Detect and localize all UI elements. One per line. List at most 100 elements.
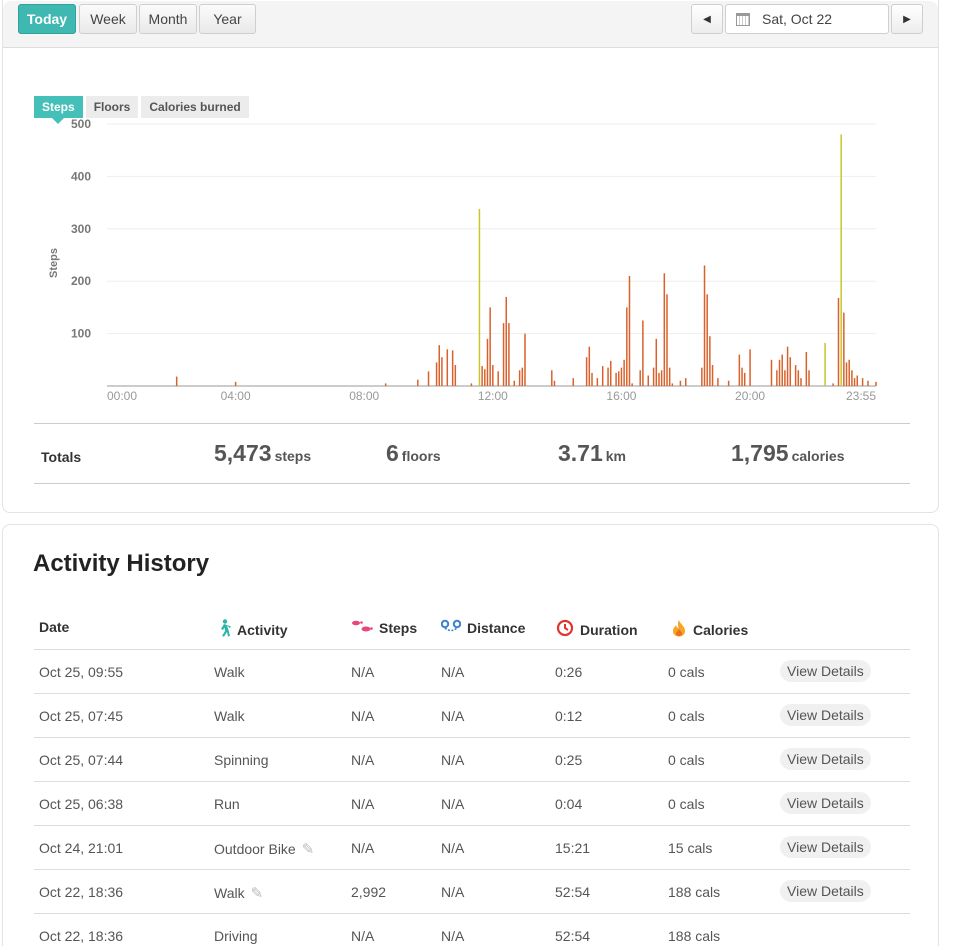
row-date: Oct 22, 18:36 — [39, 928, 123, 944]
view-details-button[interactable]: View Details — [780, 880, 871, 902]
view-details-button[interactable]: View Details — [780, 748, 871, 770]
chart-bar — [521, 367, 524, 386]
row-duration-text: 0:25 — [555, 752, 583, 768]
chart-bar — [435, 362, 438, 386]
row-steps-text: N/A — [351, 928, 375, 944]
column-duration: Duration — [556, 619, 638, 640]
row-activity: Outdoor Bike ✎ — [214, 840, 314, 858]
metric-tabs: Steps Floors Calories burned — [34, 96, 249, 124]
steps-chart: 500 400 300 200 100 00:00 04:00 08:00 12:00 16:00… — [48, 117, 877, 403]
row-duration-text: 0:12 — [555, 708, 583, 724]
footprints-icon — [351, 619, 373, 636]
row-duration-text: 0:26 — [555, 664, 583, 680]
range-year-button[interactable]: Year — [199, 4, 256, 34]
row-date-text: Oct 22, 18:36 — [39, 928, 124, 944]
chart-bar — [384, 383, 387, 386]
previous-day-button[interactable]: ◀ — [691, 4, 723, 34]
view-details-button[interactable]: View Details — [780, 792, 871, 814]
chart-bar — [609, 360, 612, 386]
row-date: Oct 25, 07:45 — [39, 708, 123, 724]
row-date: Oct 24, 21:01 — [39, 840, 123, 856]
column-date: Date — [39, 619, 69, 635]
row-activity: Walk — [214, 708, 245, 724]
chart-bar — [701, 367, 703, 386]
chart-bar — [615, 372, 617, 386]
flame-icon — [671, 619, 687, 640]
range-week-button[interactable]: Week — [79, 4, 137, 34]
total-calories-unit: calories — [791, 448, 845, 464]
row-activity: Driving — [214, 928, 258, 944]
chart-bar — [679, 380, 682, 386]
view-details-button[interactable]: View Details — [780, 660, 871, 682]
view-details-button[interactable]: View Details — [780, 704, 871, 726]
activity-rows: Oct 25, 09:55 Walk N/A N/A 0:26 0 cals View De… — [34, 650, 910, 946]
table-row: Oct 25, 06:38 Run N/A N/A 0:04 0 cals View Det… — [34, 782, 910, 826]
table-row: Oct 25, 07:45 Walk N/A N/A 0:12 0 cals View De… — [34, 694, 910, 738]
x-tick-label: 12:00 — [478, 389, 508, 403]
row-distance: N/A — [441, 840, 464, 856]
chart-bar — [524, 333, 526, 386]
row-steps-text: N/A — [351, 664, 375, 680]
chart-bar — [786, 346, 789, 386]
tab-floors[interactable]: Floors — [85, 96, 139, 118]
chart-bar — [706, 294, 708, 386]
total-calories-value: 1,795 — [731, 440, 789, 466]
total-distance: 3.71 km — [558, 440, 626, 467]
column-distance-label: Distance — [467, 619, 526, 636]
table-row: Oct 22, 18:36 Walk ✎ 2,992 N/A 52:54 188 cals V… — [34, 870, 910, 914]
next-day-button[interactable]: ▶ — [891, 4, 923, 34]
calendar-icon — [736, 12, 750, 26]
range-today-button[interactable]: Today — [18, 4, 76, 34]
chart-bar — [596, 378, 599, 386]
chart-bar — [660, 370, 663, 386]
row-date: Oct 25, 07:44 — [39, 752, 123, 768]
row-date: Oct 25, 06:38 — [39, 796, 123, 812]
edit-pencil-icon[interactable]: ✎ — [250, 885, 264, 902]
range-month-button[interactable]: Month — [139, 4, 197, 34]
totals-label: Totals — [41, 449, 82, 465]
row-date-text: Oct 24, 21:01 — [39, 840, 124, 856]
stopwatch-icon — [556, 619, 574, 640]
chart-bar — [784, 370, 786, 386]
totals-row: Totals 5,473 steps 6 floors 3.71 km 1,795 ca… — [34, 423, 910, 484]
row-distance: N/A — [441, 752, 464, 768]
tab-calories-burned[interactable]: Calories burned — [141, 96, 249, 118]
chart-bar — [770, 359, 773, 386]
y-axis-label: Steps — [48, 248, 60, 278]
chart-bar — [502, 323, 505, 386]
y-tick-label: 500 — [71, 117, 91, 131]
row-duration: 0:04 — [555, 796, 582, 812]
chart-bar — [588, 346, 591, 386]
chart-bar — [709, 336, 711, 386]
row-date-text: Oct 25, 06:38 — [39, 796, 124, 812]
row-date-text: Oct 25, 07:45 — [39, 708, 124, 724]
column-steps-label: Steps — [379, 619, 418, 636]
date-picker[interactable]: Sat, Oct 22 — [725, 4, 889, 34]
chart-bar — [655, 338, 658, 386]
y-tick-label: 400 — [71, 169, 91, 183]
row-distance-text: N/A — [441, 752, 465, 768]
row-distance-text: N/A — [441, 928, 465, 944]
chart-bar — [832, 383, 834, 386]
chart-bar — [618, 371, 620, 386]
row-date: Oct 22, 18:36 — [39, 884, 123, 900]
edit-pencil-icon[interactable]: ✎ — [301, 841, 315, 858]
chart-bar — [623, 359, 625, 386]
x-tick-label: 08:00 — [349, 389, 379, 403]
view-details-button[interactable]: View Details — [780, 836, 871, 858]
row-calories: 15 cals — [668, 840, 712, 856]
row-duration: 52:54 — [555, 928, 590, 944]
row-calories: 0 cals — [668, 664, 705, 680]
row-steps-text: N/A — [351, 752, 375, 768]
tab-steps[interactable]: Steps — [34, 96, 83, 124]
column-duration-label: Duration — [580, 621, 638, 638]
chart-bar — [666, 294, 668, 386]
x-tick-label: 00:00 — [107, 389, 137, 403]
chart-bar — [647, 375, 649, 386]
row-activity: Spinning — [214, 752, 269, 768]
chart-bar — [743, 372, 746, 386]
table-row: Oct 25, 09:55 Walk N/A N/A 0:26 0 cals View De… — [34, 650, 910, 694]
row-distance-text: N/A — [441, 884, 465, 900]
chart-bar — [518, 370, 521, 386]
row-steps: N/A — [351, 928, 374, 944]
